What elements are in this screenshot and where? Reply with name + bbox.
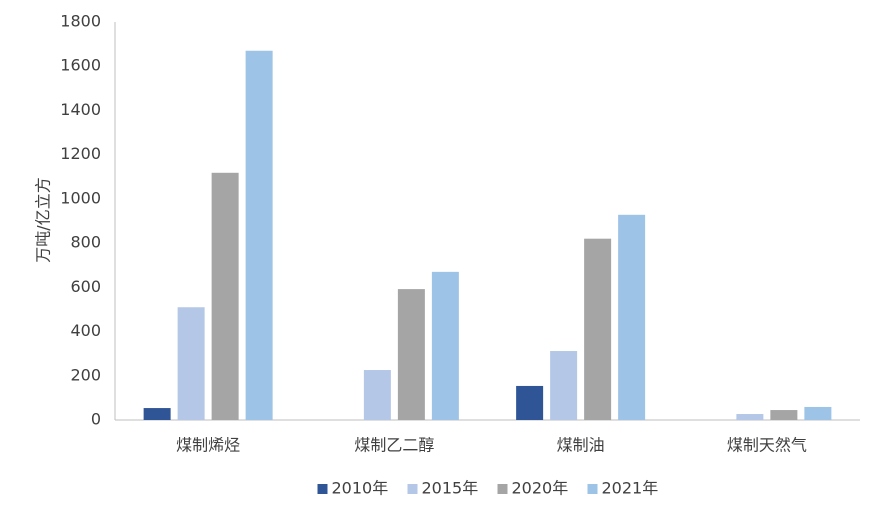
bar: [211, 172, 239, 420]
legend-swatch: [407, 484, 418, 494]
bar: [804, 406, 832, 420]
y-tick-label: 400: [70, 321, 101, 340]
bar: [550, 351, 578, 420]
bar: [516, 385, 544, 420]
y-tick-label: 1800: [60, 12, 101, 31]
x-tick-label: 煤制油: [557, 436, 605, 455]
bar: [431, 271, 459, 420]
bar: [177, 307, 205, 420]
y-tick-label: 600: [70, 277, 101, 296]
legend-label: 2010年: [332, 479, 389, 498]
bar: [363, 370, 391, 420]
legend-label: 2020年: [512, 479, 569, 498]
bar: [245, 50, 273, 420]
y-tick-label: 1600: [60, 56, 101, 75]
legend-label: 2015年: [422, 479, 479, 498]
y-tick-label: 1200: [60, 144, 101, 163]
bar: [397, 289, 425, 420]
y-tick-label: 1000: [60, 188, 101, 207]
legend-swatch: [587, 484, 598, 494]
x-tick-label: 煤制烯烃: [176, 436, 240, 455]
y-tick-label: 200: [70, 365, 101, 384]
bar: [618, 214, 646, 420]
x-tick-label: 煤制乙二醇: [354, 436, 434, 455]
legend-swatch: [317, 484, 328, 494]
y-axis-label: 万吨/亿立方: [34, 177, 53, 262]
y-tick-label: 1400: [60, 100, 101, 119]
legend-label: 2021年: [602, 479, 659, 498]
y-tick-label: 0: [91, 410, 101, 429]
x-tick-label: 煤制天然气: [727, 436, 807, 455]
bar: [584, 238, 612, 420]
y-tick-label: 800: [70, 233, 101, 252]
bar: [770, 410, 798, 420]
legend-swatch: [497, 484, 508, 494]
bar: [143, 408, 171, 420]
bar: [736, 414, 764, 420]
